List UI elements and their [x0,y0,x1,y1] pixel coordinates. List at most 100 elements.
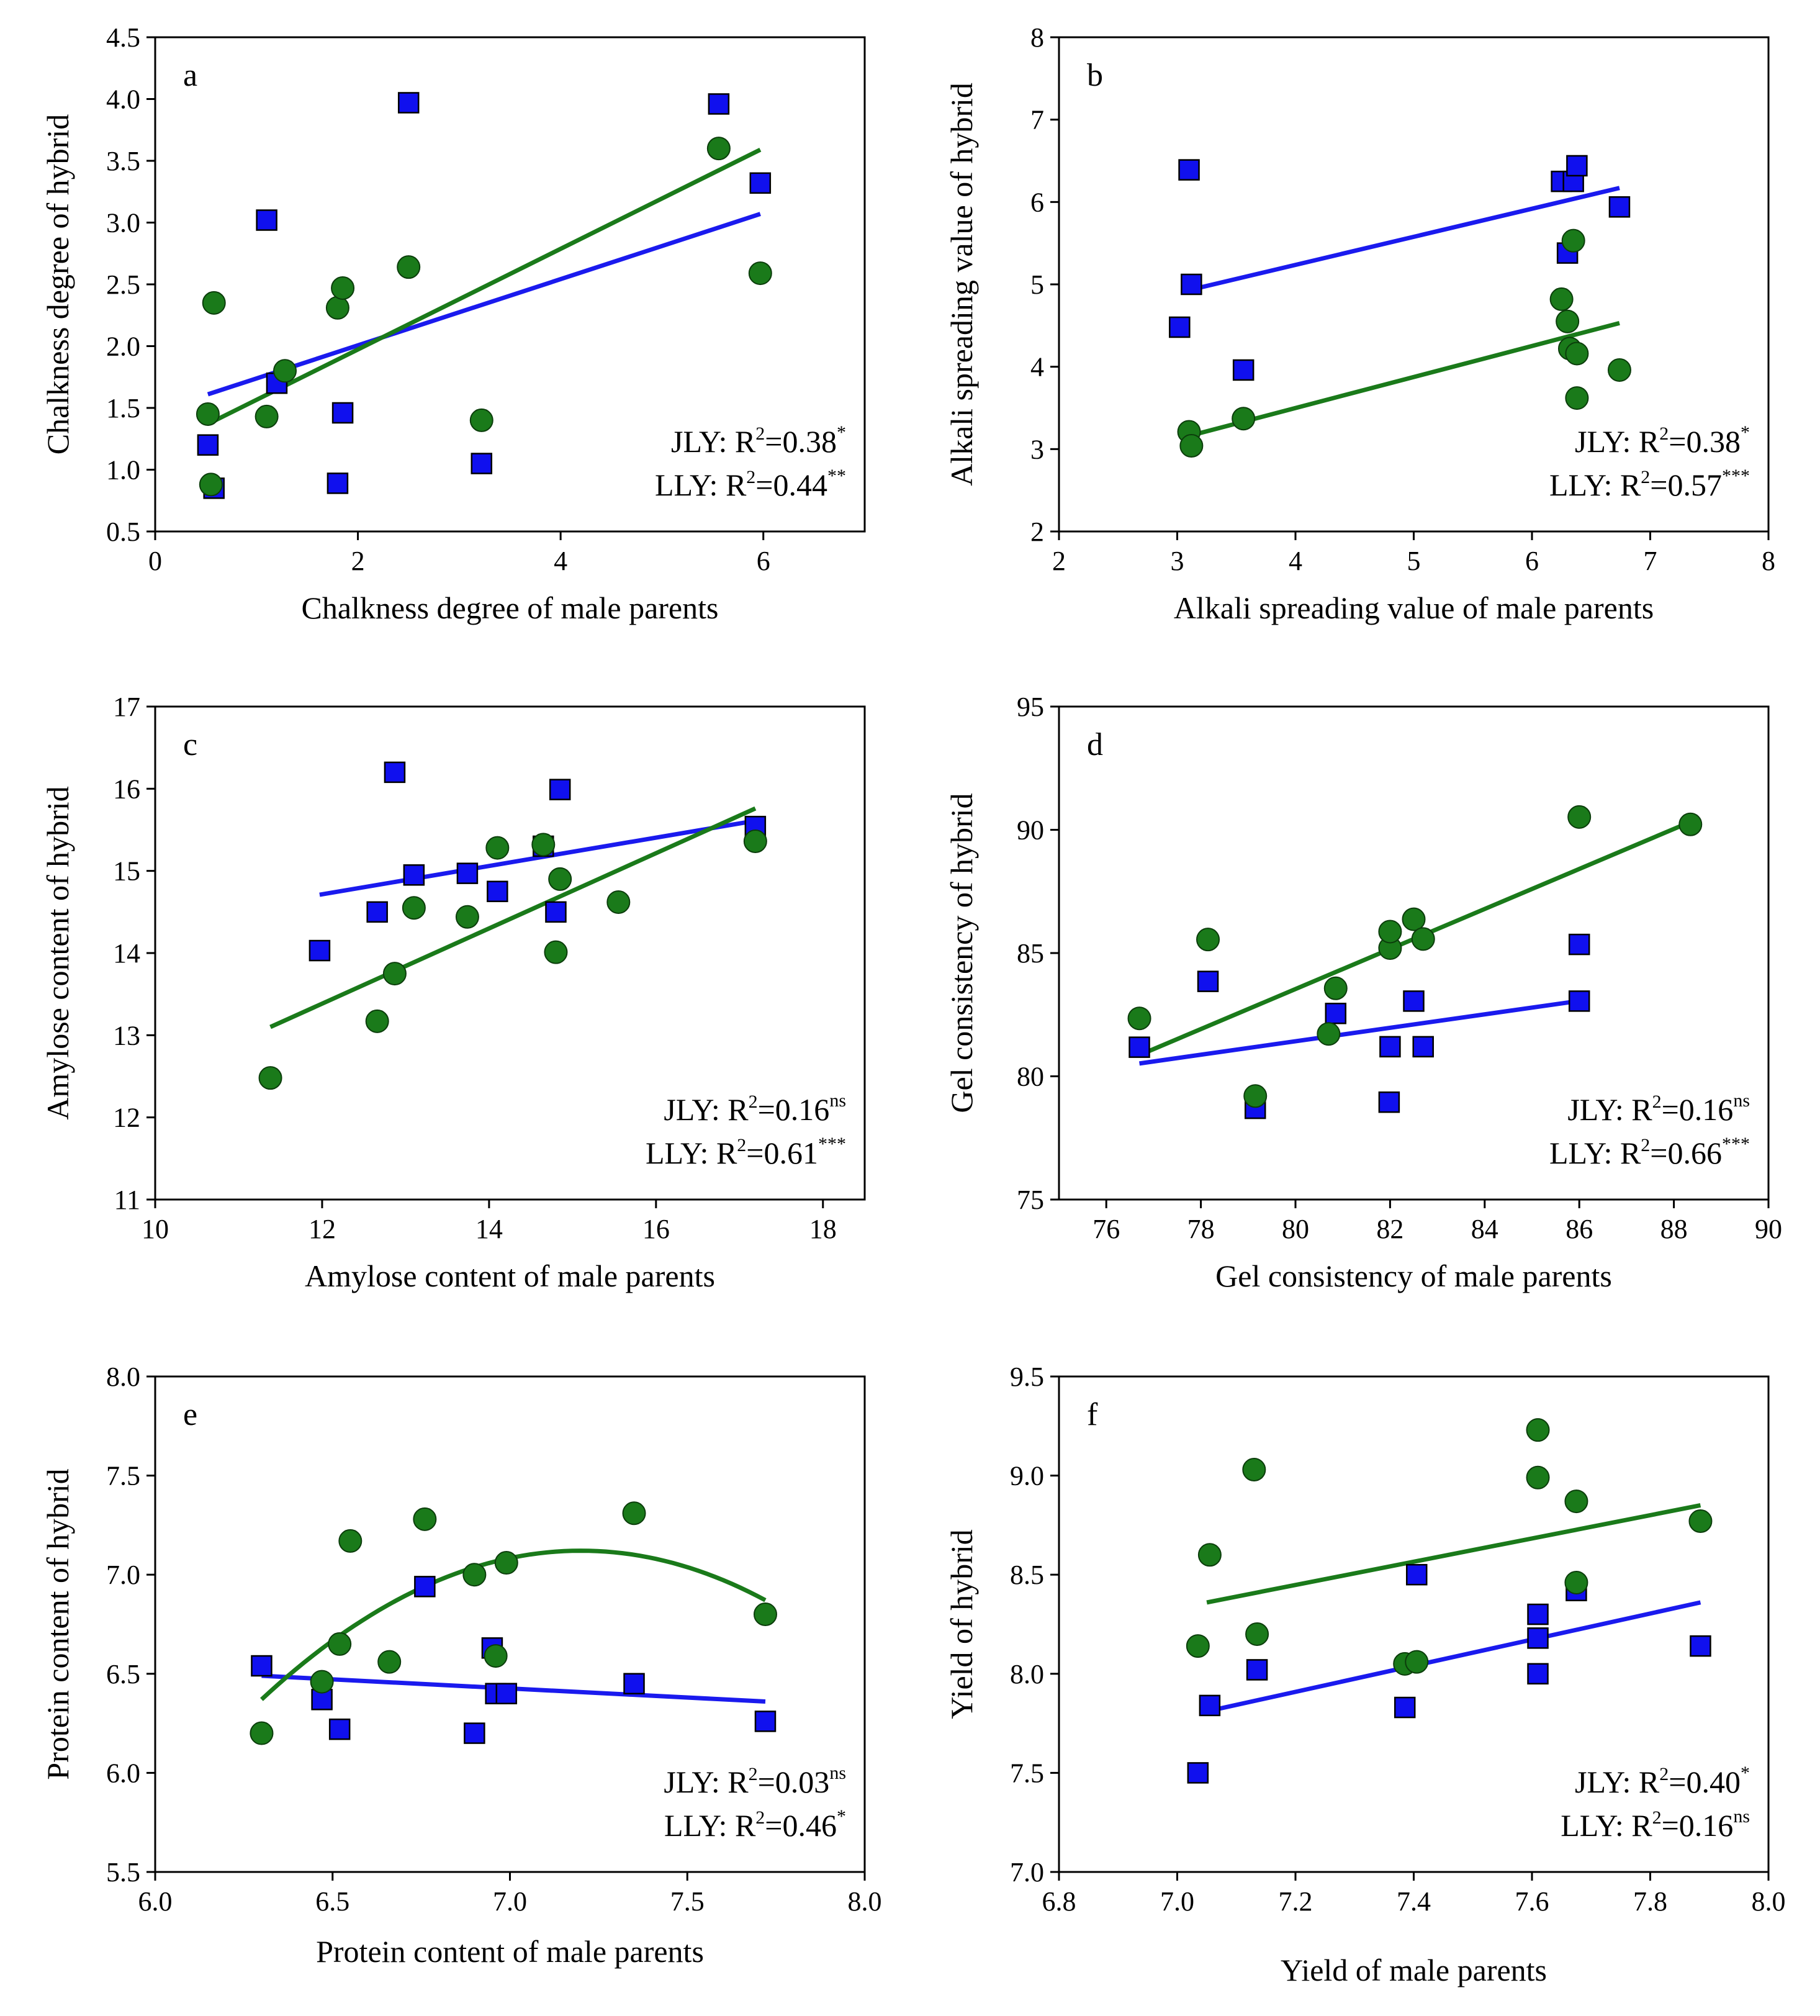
x-axis-label: Amylose content of male parents [305,1259,715,1293]
x-tick-label: 2 [1052,546,1066,576]
y-tick-label: 0.5 [106,517,140,547]
lly-point [202,291,226,315]
x-tick-label: 18 [809,1214,837,1244]
lly-point [485,836,510,860]
lly-point [310,1670,334,1694]
x-tick-label: 7.4 [1397,1886,1431,1917]
y-tick-label: 3 [1030,434,1044,464]
jly-point [623,1673,645,1695]
y-axis-label: Yield of hybrid [944,1529,979,1719]
lly-point [1243,1084,1268,1108]
x-tick-label: 82 [1376,1214,1403,1244]
panel-letter: e [183,1397,197,1432]
y-tick-label: 14 [113,938,140,969]
jly-point [309,939,331,962]
lly-point [1242,1458,1266,1482]
jly-point [754,1711,777,1732]
jly-fit-line [1139,998,1580,1066]
jly-point [1568,990,1590,1012]
lly-point [402,896,426,920]
significance-mark: ns [829,1763,846,1783]
jly-point [197,434,219,456]
r2-value: =0.16 [1662,1092,1734,1127]
lly-point [382,962,407,986]
lly-point [258,1066,282,1090]
r2-annotation: JLY: R2=0.38* [671,422,846,459]
lly-point [1245,1622,1269,1646]
y-tick-label: 2.0 [106,332,140,362]
y-tick-label: 6.0 [106,1758,140,1788]
x-tick-label: 16 [642,1214,670,1244]
y-tick-label: 11 [114,1185,140,1215]
r2-annotation: JLY: R2=0.16ns [1567,1090,1750,1127]
y-tick-label: 2 [1030,517,1044,547]
jly-fit-line [1206,1600,1701,1714]
lly-point [1179,434,1204,458]
jly-point [1568,933,1590,956]
r2-annotation: LLY: R2=0.66*** [1549,1134,1750,1170]
y-tick-label: 7.5 [1010,1758,1044,1788]
jly-fit-line [1188,186,1620,292]
r2-superscript: 2 [746,467,755,487]
r2-value: =0.44 [755,468,827,502]
lly-point [548,867,572,891]
lly-point [1127,1006,1151,1031]
significance-mark: * [837,1806,846,1827]
jly-point [1379,1036,1401,1058]
lly-point [544,940,568,964]
lly-point [255,404,279,428]
y-tick-label: 4.5 [106,22,140,53]
x-tick-label: 12 [309,1214,336,1244]
jly-point [331,402,354,424]
jly-point [256,209,277,231]
x-tick-label: 7.0 [1160,1886,1194,1917]
lly-point [1564,1570,1588,1594]
y-tick-label: 5.5 [106,1857,140,1887]
r2-value: =0.16 [758,1092,830,1127]
lly-point [196,402,220,426]
x-axis-label: Yield of male parents [1281,1953,1547,1987]
lly-point [1232,407,1256,431]
lly-point [328,1632,352,1656]
lly-point [1402,907,1426,931]
jly-point [487,880,508,902]
jly-point [403,864,425,886]
lly-point [250,1721,274,1745]
lly-point [397,255,421,279]
r2-label: LLY: R [646,1136,737,1170]
r2-annotation: LLY: R2=0.46* [664,1806,846,1843]
x-tick-label: 4 [1289,546,1302,576]
jly-point [1128,1036,1150,1058]
lly-point [273,359,297,383]
y-axis-label: Protein content of hybrid [40,1468,75,1779]
r2-label: JLY: R [664,1765,749,1799]
significance-mark: * [837,422,846,443]
x-tick-label: 7.5 [670,1886,705,1917]
lly-point [413,1507,437,1531]
jly-point [1169,316,1191,338]
panel-letter: c [183,727,197,762]
jly-point [251,1655,273,1677]
x-tick-label: 7.6 [1515,1886,1549,1917]
lly-point [484,1644,508,1668]
lly-point [469,408,493,432]
lly-point [1607,358,1631,382]
r2-value: =0.40 [1669,1765,1741,1799]
y-axis-label: Chalkness degree of hybrid [40,114,75,454]
x-tick-label: 0 [148,546,162,576]
r2-annotation: LLY: R2=0.57*** [1549,466,1750,502]
lly-point [1186,1634,1210,1658]
y-tick-label: 12 [113,1103,140,1133]
r2-superscript: 2 [749,1092,758,1112]
lly-point [1549,287,1574,311]
jly-point [1527,1627,1549,1649]
x-tick-label: 3 [1171,546,1184,576]
y-tick-label: 8 [1030,22,1044,53]
r2-value: =0.46 [765,1808,837,1843]
y-tick-label: 1.5 [106,393,140,423]
x-tick-label: 76 [1092,1214,1120,1244]
y-tick-label: 3.5 [106,146,140,176]
jly-point [328,1718,351,1740]
jly-point [1690,1635,1711,1657]
lly-point [706,137,731,161]
